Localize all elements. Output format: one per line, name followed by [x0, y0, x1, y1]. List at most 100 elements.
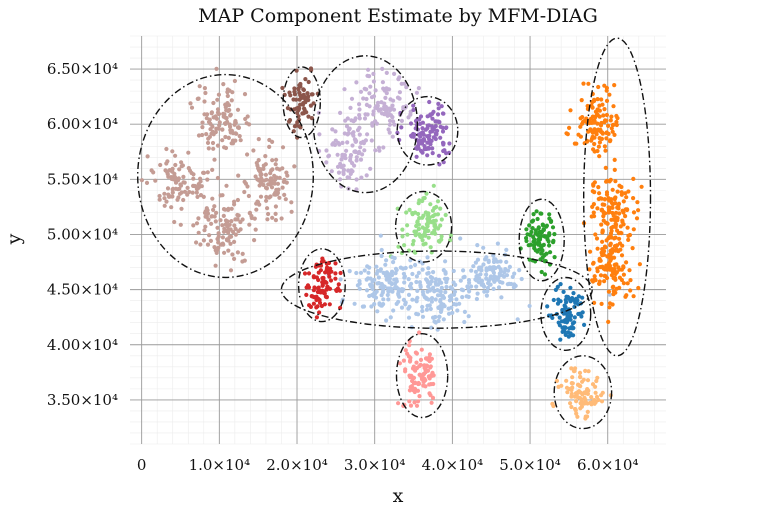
- scatter-point: [384, 91, 389, 96]
- scatter-point: [421, 232, 426, 237]
- scatter-point: [306, 97, 311, 103]
- scatter-point: [220, 127, 225, 132]
- scatter-point: [588, 249, 593, 254]
- scatter-point: [616, 206, 621, 211]
- scatter-point: [237, 134, 242, 139]
- component-orange-points: [564, 81, 644, 324]
- scatter-point: [586, 81, 591, 86]
- scatter-point: [570, 321, 576, 326]
- scatter-point: [504, 273, 510, 278]
- scatter-point: [417, 330, 422, 335]
- scatter-point: [610, 129, 615, 134]
- scatter-point: [530, 219, 535, 224]
- scatter-point: [479, 265, 484, 270]
- scatter-point: [440, 129, 446, 134]
- scatter-point: [430, 146, 435, 151]
- scatter-point: [549, 218, 554, 224]
- scatter-point: [249, 215, 254, 221]
- scatter-point: [596, 84, 601, 90]
- scatter-point: [504, 247, 509, 252]
- scatter-point: [279, 216, 284, 221]
- scatter-point: [589, 138, 594, 143]
- scatter-point: [597, 140, 603, 145]
- scatter-point: [301, 101, 306, 106]
- scatter-point: [611, 213, 616, 218]
- component-ellipses: [136, 37, 652, 430]
- scatter-point: [331, 141, 336, 146]
- scatter-point: [527, 223, 532, 228]
- scatter-point: [205, 140, 211, 145]
- scatter-point: [604, 98, 610, 103]
- scatter-point: [572, 315, 577, 320]
- scatter-point: [436, 106, 441, 111]
- scatter-point: [170, 190, 175, 195]
- scatter-point: [215, 107, 221, 112]
- scatter-point: [410, 212, 415, 217]
- scatter-point: [600, 202, 605, 207]
- scatter-point: [228, 268, 234, 273]
- scatter-point: [264, 186, 269, 191]
- scatter-point: [320, 282, 325, 288]
- scatter-point: [233, 118, 238, 124]
- scatter-point: [226, 103, 232, 108]
- component-purple-light-points: [316, 66, 421, 192]
- scatter-point: [226, 108, 231, 113]
- scatter-point: [349, 168, 354, 173]
- scatter-point: [225, 93, 230, 99]
- scatter-point: [606, 319, 611, 324]
- scatter-point: [596, 397, 601, 403]
- scatter-point: [394, 301, 399, 306]
- scatter-point: [567, 326, 572, 331]
- scatter-point: [604, 190, 610, 195]
- scatter-point: [402, 280, 407, 285]
- scatter-point: [613, 179, 618, 184]
- scatter-point: [430, 116, 435, 121]
- scatter-point: [609, 114, 614, 119]
- scatter-point: [423, 378, 428, 383]
- scatter-point: [603, 273, 608, 278]
- scatter-point: [594, 378, 599, 384]
- scatter-point: [450, 310, 455, 315]
- scatter-point: [437, 279, 442, 284]
- scatter-point: [420, 308, 425, 314]
- scatter-point: [232, 256, 237, 261]
- scatter-point: [440, 293, 445, 298]
- scatter-point: [407, 399, 412, 404]
- scatter-point: [519, 276, 524, 282]
- scatter-point: [485, 289, 490, 294]
- scatter-point: [438, 289, 443, 294]
- scatter-point: [367, 74, 372, 79]
- scatter-point: [233, 232, 238, 237]
- scatter-point: [281, 179, 286, 184]
- scatter-point: [493, 265, 498, 271]
- scatter-point: [202, 228, 207, 233]
- scatter-point: [486, 278, 491, 283]
- scatter-point: [387, 118, 393, 123]
- scatter-point: [375, 268, 380, 274]
- scatter-point: [608, 118, 613, 123]
- scatter-point: [620, 243, 625, 248]
- scatter-point: [200, 125, 205, 130]
- scatter-point: [438, 135, 443, 140]
- scatter-point: [264, 198, 269, 203]
- scatter-point: [611, 104, 616, 109]
- scatter-point: [351, 133, 356, 138]
- scatter-point: [268, 194, 273, 199]
- scatter-point: [563, 297, 568, 302]
- scatter-point: [599, 301, 604, 306]
- scatter-point: [610, 187, 615, 192]
- scatter-point: [360, 304, 365, 309]
- scatter-point: [595, 107, 600, 112]
- scatter-point: [162, 191, 167, 196]
- component-orange-ellipse: [582, 37, 652, 357]
- scatter-point: [408, 403, 414, 408]
- scatter-point: [491, 253, 496, 258]
- scatter-point: [634, 216, 640, 221]
- scatter-point: [424, 277, 429, 282]
- scatter-point: [595, 206, 600, 211]
- scatter-point: [588, 127, 593, 132]
- scatter-point: [598, 273, 604, 278]
- x-tick-label: 3.0×10⁴: [344, 456, 406, 474]
- scatter-point: [575, 382, 581, 387]
- scatter-point: [391, 308, 396, 313]
